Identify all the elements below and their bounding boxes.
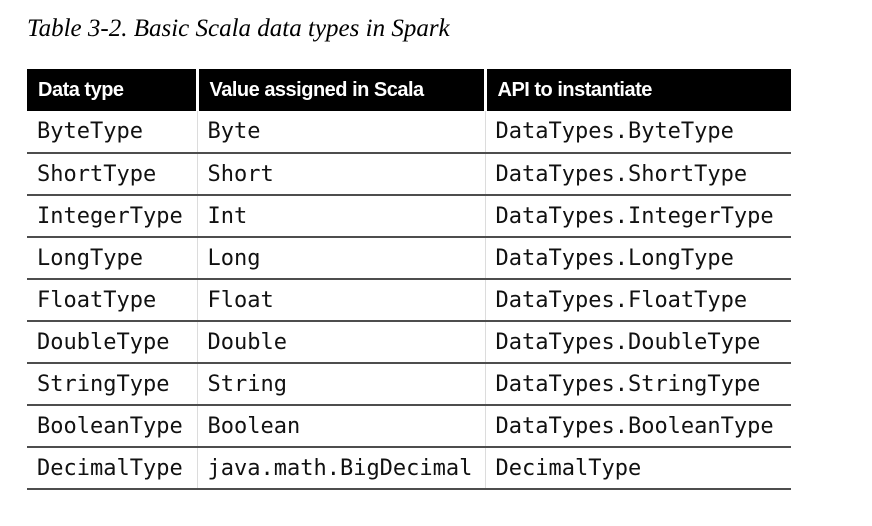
table-row: StringType String DataTypes.StringType [27, 363, 791, 406]
cell-api: DataTypes.ShortType [484, 153, 791, 196]
cell-data-type: DecimalType [27, 447, 197, 490]
table-row: ByteType Byte DataTypes.ByteType [27, 111, 791, 154]
cell-api: DecimalType [484, 447, 791, 490]
cell-api: DataTypes.StringType [484, 363, 791, 406]
cell-scala-value: Boolean [196, 405, 485, 448]
column-header-api: API to instantiate [483, 69, 791, 111]
cell-api: DataTypes.DoubleType [484, 321, 791, 364]
table-caption: Table 3-2. Basic Scala data types in Spa… [27, 15, 450, 42]
table-row: IntegerType Int DataTypes.IntegerType [27, 195, 791, 238]
cell-api: DataTypes.IntegerType [484, 195, 791, 238]
cell-scala-value: Int [196, 195, 485, 238]
data-types-table: Data type Value assigned in Scala API to… [27, 69, 791, 490]
cell-data-type: IntegerType [27, 195, 197, 238]
cell-scala-value: Float [196, 279, 485, 322]
cell-api: DataTypes.LongType [484, 237, 791, 280]
cell-data-type: LongType [27, 237, 197, 280]
cell-scala-value: String [196, 363, 485, 406]
table-row: LongType Long DataTypes.LongType [27, 237, 791, 280]
cell-scala-value: Byte [196, 111, 485, 154]
column-header-data-type: Data type [27, 69, 197, 111]
cell-scala-value: Long [196, 237, 485, 280]
cell-api: DataTypes.BooleanType [484, 405, 791, 448]
table-row: DoubleType Double DataTypes.DoubleType [27, 321, 791, 364]
cell-api: DataTypes.ByteType [484, 111, 791, 154]
cell-api: DataTypes.FloatType [484, 279, 791, 322]
cell-scala-value: Short [196, 153, 485, 196]
table-header: Data type Value assigned in Scala API to… [27, 69, 791, 111]
cell-data-type: BooleanType [27, 405, 197, 448]
cell-data-type: StringType [27, 363, 197, 406]
cell-scala-value: Double [196, 321, 485, 364]
table-row: BooleanType Boolean DataTypes.BooleanTyp… [27, 405, 791, 448]
column-header-value-assigned: Value assigned in Scala [195, 69, 485, 111]
cell-data-type: FloatType [27, 279, 197, 322]
header-row: Data type Value assigned in Scala API to… [27, 69, 791, 111]
cell-data-type: ShortType [27, 153, 197, 196]
cell-data-type: ByteType [27, 111, 197, 154]
table-row: ShortType Short DataTypes.ShortType [27, 153, 791, 196]
table-row: DecimalType java.math.BigDecimal Decimal… [27, 447, 791, 490]
cell-data-type: DoubleType [27, 321, 197, 364]
cell-scala-value: java.math.BigDecimal [196, 447, 485, 490]
table-row: FloatType Float DataTypes.FloatType [27, 279, 791, 322]
table-body: ByteType Byte DataTypes.ByteType ShortTy… [27, 111, 791, 490]
